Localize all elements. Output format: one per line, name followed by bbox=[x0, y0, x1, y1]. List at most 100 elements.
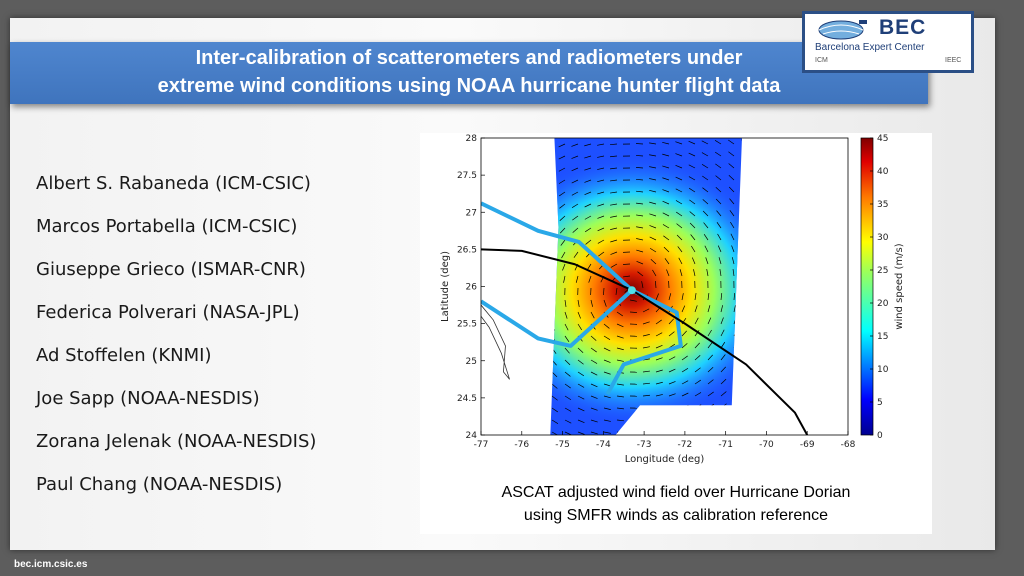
wind-arrow bbox=[707, 317, 712, 325]
wind-arrow bbox=[616, 359, 624, 362]
wind-arrow bbox=[577, 383, 585, 388]
wind-arrow bbox=[690, 234, 696, 241]
wind-arrow bbox=[642, 382, 650, 385]
wind-arrow bbox=[662, 141, 670, 145]
wind-arrow bbox=[597, 155, 605, 158]
wind-arrow bbox=[728, 151, 735, 157]
wind-arrow bbox=[586, 263, 592, 271]
wind-arrow bbox=[610, 203, 618, 206]
wind-arrow bbox=[649, 189, 657, 193]
author-name: Marcos Portabella (ICM-CSIC) bbox=[36, 216, 298, 237]
wind-arrow bbox=[675, 188, 683, 193]
wind-arrow bbox=[616, 383, 624, 386]
wind-arrow bbox=[668, 368, 676, 373]
wind-arrow bbox=[597, 227, 605, 232]
wind-arrow bbox=[694, 293, 697, 301]
colorbar-tick-label: 10 bbox=[877, 365, 889, 375]
wind-arrow bbox=[694, 330, 700, 337]
wind-arrow bbox=[681, 293, 684, 301]
wind-arrow bbox=[662, 212, 670, 217]
wind-arrow bbox=[688, 176, 696, 181]
colorbar-tick-label: 20 bbox=[877, 299, 889, 309]
wind-arrow bbox=[642, 346, 650, 349]
wind-arrow bbox=[720, 317, 724, 325]
wind-arrow bbox=[655, 381, 663, 385]
wind-arrow bbox=[603, 323, 610, 329]
wind-arrow bbox=[623, 275, 631, 278]
wind-arrow bbox=[717, 233, 722, 241]
wind-arrow bbox=[571, 179, 579, 184]
wind-arrow bbox=[715, 175, 722, 181]
wind-arrow bbox=[635, 155, 644, 157]
wind-arrow bbox=[584, 191, 592, 196]
wind-arrow bbox=[663, 235, 670, 241]
wind-arrow bbox=[590, 395, 598, 399]
wind-arrow bbox=[731, 245, 735, 253]
wind-arrow bbox=[675, 200, 683, 205]
wind-arrow bbox=[730, 233, 735, 241]
wind-arrow bbox=[689, 222, 696, 229]
wind-arrow bbox=[551, 395, 558, 401]
wind-arrow bbox=[678, 257, 683, 265]
wind-arrow bbox=[597, 143, 605, 146]
wind-arrow bbox=[636, 260, 644, 265]
wind-arrow bbox=[636, 202, 644, 205]
x-tick-label: -74 bbox=[596, 440, 611, 450]
wind-arrow bbox=[551, 407, 558, 413]
author-list: Albert S. Rabaneda (ICM-CSIC) Marcos Por… bbox=[36, 166, 316, 510]
wind-arrow bbox=[689, 211, 696, 217]
wind-arrow bbox=[615, 287, 618, 295]
wind-arrow bbox=[564, 395, 572, 401]
colorbar-tick-label: 45 bbox=[877, 134, 888, 144]
wind-arrow bbox=[720, 391, 727, 397]
wind-arrow bbox=[577, 419, 585, 424]
wind-arrow bbox=[558, 155, 566, 160]
wind-arrow bbox=[564, 419, 572, 424]
wind-arrow bbox=[603, 359, 611, 363]
author-name: Ad Stoffelen (KNMI) bbox=[36, 345, 212, 366]
wind-arrow bbox=[559, 227, 566, 234]
wind-arrow bbox=[720, 329, 725, 337]
wind-arrow bbox=[616, 347, 624, 351]
wind-arrow bbox=[597, 203, 605, 207]
wind-arrow bbox=[603, 407, 611, 410]
wind-arrow bbox=[728, 163, 735, 169]
wind-arrow bbox=[719, 269, 722, 277]
wind-arrow bbox=[563, 275, 566, 283]
wind-arrow bbox=[588, 275, 592, 283]
wind-arrow bbox=[717, 245, 722, 253]
wind-field-figure: -77 -76 -75 -74 -73 -72 -71 -70 -69 -68 24 24.5 25 25… bbox=[420, 133, 932, 534]
wind-arrow bbox=[629, 299, 637, 302]
wind-arrow bbox=[564, 335, 570, 342]
x-tick-label: -71 bbox=[718, 440, 733, 450]
wind-arrow bbox=[637, 271, 644, 277]
wind-arrow bbox=[603, 395, 611, 399]
wind-arrow bbox=[590, 299, 593, 307]
wind-arrow bbox=[675, 141, 683, 145]
figure-caption-line-1: ASCAT adjusted wind field over Hurricane… bbox=[501, 484, 851, 501]
wind-arrow bbox=[702, 175, 709, 181]
wind-arrow bbox=[616, 395, 624, 398]
wind-arrow bbox=[590, 431, 598, 435]
wind-arrow bbox=[642, 334, 650, 337]
wind-arrow bbox=[564, 383, 571, 389]
wind-arrow bbox=[662, 224, 670, 229]
wind-arrow bbox=[559, 215, 566, 221]
wind-field-chart: -77 -76 -75 -74 -73 -72 -71 -70 -69 -68 24 24.5 25 25… bbox=[440, 134, 905, 465]
wind-arrow bbox=[733, 305, 736, 313]
wind-arrow bbox=[668, 381, 676, 385]
wind-arrow bbox=[610, 215, 618, 218]
x-tick-label: -73 bbox=[637, 440, 652, 450]
colorbar-tick-label: 35 bbox=[877, 200, 888, 210]
wind-arrow bbox=[571, 143, 579, 147]
wind-arrow bbox=[704, 245, 709, 253]
wind-arrow bbox=[577, 431, 585, 435]
wind-arrow bbox=[564, 359, 571, 366]
wind-arrow bbox=[720, 305, 724, 313]
wind-arrow bbox=[584, 155, 592, 159]
wind-arrow bbox=[688, 140, 696, 145]
wind-arrow bbox=[551, 371, 558, 378]
wind-arrow bbox=[616, 323, 624, 328]
wind-arrow bbox=[701, 164, 709, 169]
wind-arrow bbox=[663, 246, 670, 253]
